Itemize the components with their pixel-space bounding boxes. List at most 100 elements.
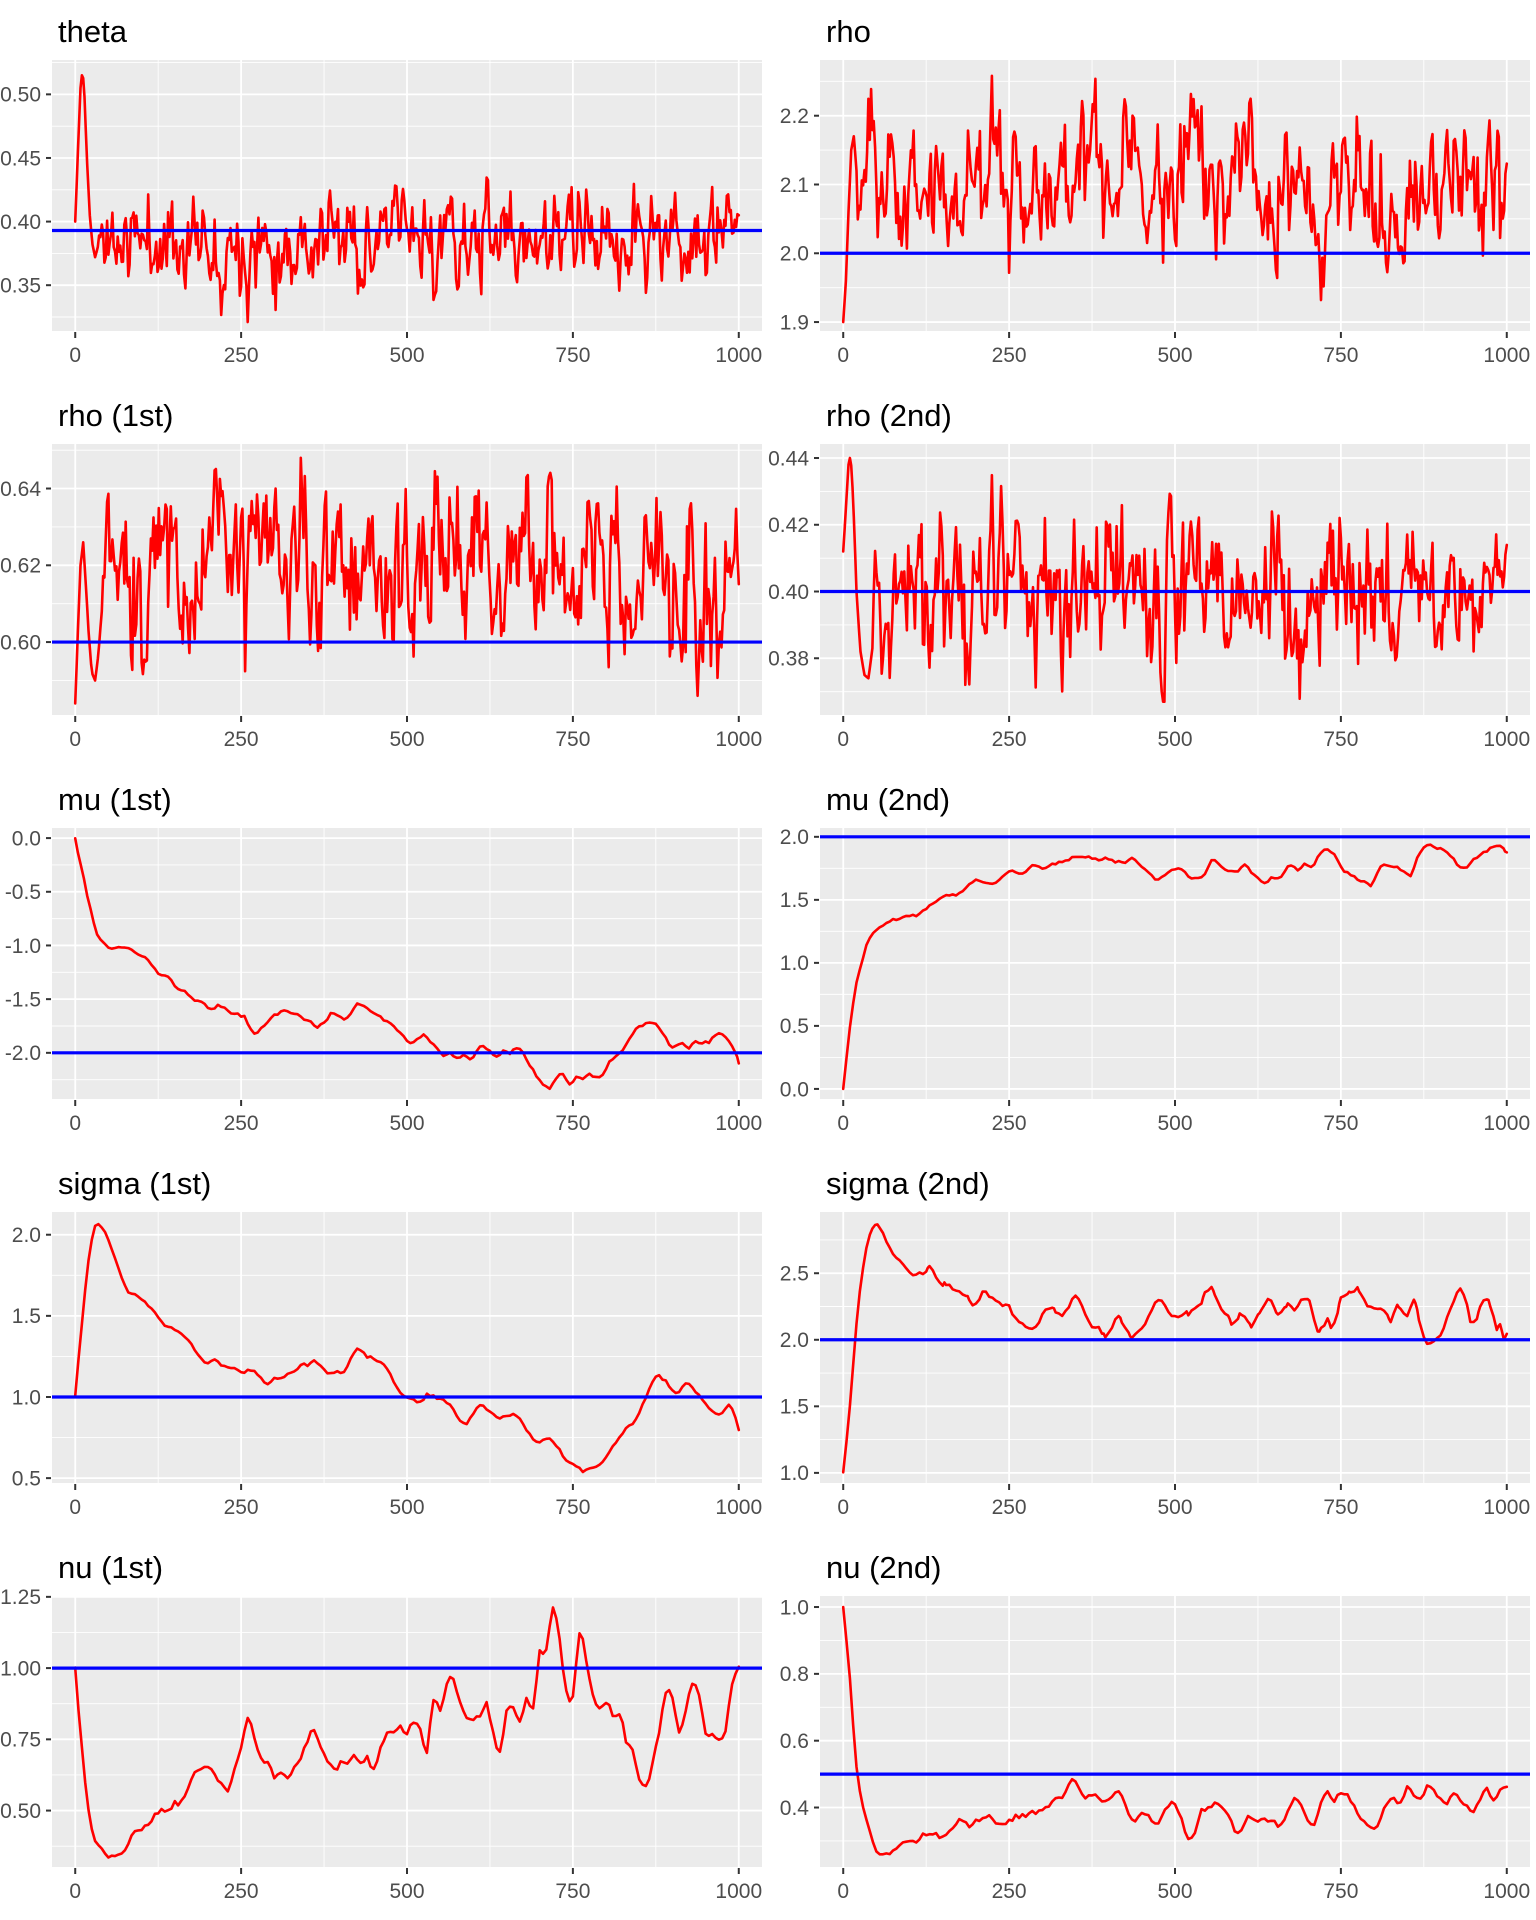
- y-tick-label: 2.0: [780, 826, 809, 849]
- y-tick-label: 0.38: [768, 648, 809, 671]
- y-tick-label: 1.9: [780, 311, 809, 334]
- trace-chart-mu-2nd: 2.0 1.5 1.0 0.5 0.0 0 250 500 750 1000 mu (2nd): [780, 782, 1530, 1135]
- y-tick-label: -1.5: [5, 988, 41, 1011]
- axes: 0.35 0.40 0.45 0.50 0 250 500 750 1000: [0, 84, 762, 367]
- trace-chart-sigma-2nd: 2.5 2.0 1.5 1.0 0 250 500 750 1000 sigma (2nd): [780, 1166, 1530, 1519]
- trace-panel-theta: 0.35 0.40 0.45 0.50 0 250 500 750 1000 theta: [0, 0, 768, 384]
- y-tick-label: 1.0: [780, 952, 809, 975]
- x-tick-label: 1000: [1483, 1880, 1530, 1903]
- x-tick-label: 500: [1157, 1880, 1192, 1903]
- x-tick-label: 500: [389, 1112, 424, 1135]
- x-tick-label: 500: [1157, 728, 1192, 751]
- y-tick-label: -2.0: [5, 1042, 41, 1065]
- x-tick-label: 500: [389, 1496, 424, 1519]
- y-tick-label: 2.2: [780, 105, 809, 128]
- panel-title: nu (1st): [58, 1550, 163, 1585]
- trace-chart-rho-1st: 0.60 0.62 0.64 0 250 500 750 1000 rho (1st): [0, 398, 762, 751]
- x-tick-label: 250: [224, 1496, 259, 1519]
- y-tick-label: 0.44: [768, 447, 809, 470]
- x-tick-label: 0: [837, 728, 849, 751]
- trace-panel-rho-1st: 0.60 0.62 0.64 0 250 500 750 1000 rho (1st): [0, 384, 768, 768]
- x-tick-label: 250: [224, 728, 259, 751]
- x-tick-label: 0: [69, 1880, 81, 1903]
- trace-panel-nu-2nd: 1.0 0.8 0.6 0.4 0 250 500 750 1000 nu (2nd): [768, 1536, 1536, 1920]
- x-tick-label: 750: [555, 728, 590, 751]
- trace-panel-nu-1st: 1.25 1.00 0.75 0.50 0 250 500 750 1000 nu (1st): [0, 1536, 768, 1920]
- x-tick-label: 750: [1323, 728, 1358, 751]
- y-tick-label: 0.50: [0, 1800, 41, 1823]
- y-tick-label: 0.5: [780, 1015, 809, 1038]
- trace-chart-nu-2nd: 1.0 0.8 0.6 0.4 0 250 500 750 1000 nu (2nd): [780, 1550, 1530, 1903]
- y-tick-label: 0.45: [0, 147, 41, 170]
- trace-chart-mu-1st: 0.0 -0.5 -1.0 -1.5 -2.0 0 250 500 750 1000 mu (1st…: [5, 782, 762, 1135]
- y-tick-label: 2.0: [780, 1329, 809, 1352]
- x-tick-label: 1000: [715, 1112, 762, 1135]
- trace-line: [841, 456, 1509, 703]
- trace-chart-nu-1st: 1.25 1.00 0.75 0.50 0 250 500 750 1000 nu (1st): [0, 1550, 762, 1903]
- x-tick-label: 0: [837, 344, 849, 367]
- axes: 1.0 0.8 0.6 0.4 0 250 500 750 1000: [780, 1596, 1530, 1903]
- x-tick-label: 750: [1323, 1880, 1358, 1903]
- plot-area: [52, 1212, 762, 1483]
- x-tick-label: 0: [837, 1496, 849, 1519]
- axes: 0.60 0.62 0.64 0 250 500 750 1000: [0, 478, 762, 751]
- x-tick-label: 750: [1323, 1112, 1358, 1135]
- x-tick-label: 500: [1157, 1112, 1192, 1135]
- x-tick-label: 500: [389, 344, 424, 367]
- axes: 2.5 2.0 1.5 1.0 0 250 500 750 1000: [780, 1263, 1530, 1519]
- trace-panel-rho-2nd: 0.38 0.40 0.42 0.44 0 250 500 750 1000 rho (2nd): [768, 384, 1536, 768]
- panel-title: sigma (1st): [58, 1166, 211, 1201]
- y-tick-label: 0.0: [12, 827, 41, 850]
- trace-chart-theta: 0.35 0.40 0.45 0.50 0 250 500 750 1000 theta: [0, 14, 762, 367]
- x-tick-label: 750: [1323, 1496, 1358, 1519]
- y-tick-label: 0.6: [780, 1730, 809, 1753]
- x-tick-label: 0: [69, 1496, 81, 1519]
- y-tick-label: 0.0: [780, 1078, 809, 1101]
- x-tick-label: 1000: [715, 344, 762, 367]
- trace-panel-rho: 1.9 2.0 2.1 2.2 0 250 500 750 1000 rho: [768, 0, 1536, 384]
- trace-line: [841, 1605, 1509, 1856]
- y-tick-label: 0.75: [0, 1729, 41, 1752]
- x-tick-label: 750: [555, 1880, 590, 1903]
- x-tick-label: 1000: [1483, 344, 1530, 367]
- x-tick-label: 750: [1323, 344, 1358, 367]
- x-tick-label: 250: [992, 1496, 1027, 1519]
- y-tick-label: 1.0: [780, 1462, 809, 1485]
- x-tick-label: 250: [992, 1112, 1027, 1135]
- y-tick-label: 0.5: [12, 1467, 41, 1490]
- x-tick-label: 1000: [1483, 1496, 1530, 1519]
- trace-chart-rho: 1.9 2.0 2.1 2.2 0 250 500 750 1000 rho: [780, 14, 1530, 367]
- y-tick-label: 2.5: [780, 1263, 809, 1286]
- y-tick-label: 0.8: [780, 1663, 809, 1686]
- x-tick-label: 500: [1157, 1496, 1192, 1519]
- y-tick-label: 0.35: [0, 275, 41, 298]
- x-tick-label: 1000: [1483, 728, 1530, 751]
- axes: 2.0 1.5 1.0 0.5 0.0 0 250 500 750 1000: [780, 826, 1530, 1135]
- y-tick-label: 1.0: [12, 1386, 41, 1409]
- x-tick-label: 500: [389, 728, 424, 751]
- y-tick-label: 0.4: [780, 1797, 810, 1820]
- x-tick-label: 0: [69, 728, 81, 751]
- y-tick-label: 0.62: [0, 555, 41, 578]
- trace-line: [73, 1606, 741, 1859]
- axes: 0.38 0.40 0.42 0.44 0 250 500 750 1000: [768, 447, 1530, 751]
- axes: 0.0 -0.5 -1.0 -1.5 -2.0 0 250 500 750 1000: [5, 827, 762, 1135]
- y-tick-label: 0.60: [0, 631, 41, 654]
- y-tick-label: 0.50: [0, 84, 41, 107]
- y-tick-label: 1.5: [780, 889, 809, 912]
- trace-chart-rho-2nd: 0.38 0.40 0.42 0.44 0 250 500 750 1000 rho (2nd): [768, 398, 1530, 751]
- y-tick-label: 2.0: [780, 243, 809, 266]
- y-tick-label: 1.5: [780, 1396, 809, 1419]
- plot-area: [820, 1596, 1530, 1867]
- x-tick-label: 250: [992, 1880, 1027, 1903]
- panel-title: mu (2nd): [826, 782, 950, 817]
- panel-title: sigma (2nd): [826, 1166, 990, 1201]
- x-tick-label: 0: [69, 344, 81, 367]
- minor-gridlines: [52, 1212, 762, 1483]
- trace-line: [73, 837, 741, 1091]
- trace-line: [841, 843, 1509, 1091]
- panel-title: rho (1st): [58, 398, 173, 433]
- x-tick-label: 250: [992, 728, 1027, 751]
- x-tick-label: 250: [224, 1880, 259, 1903]
